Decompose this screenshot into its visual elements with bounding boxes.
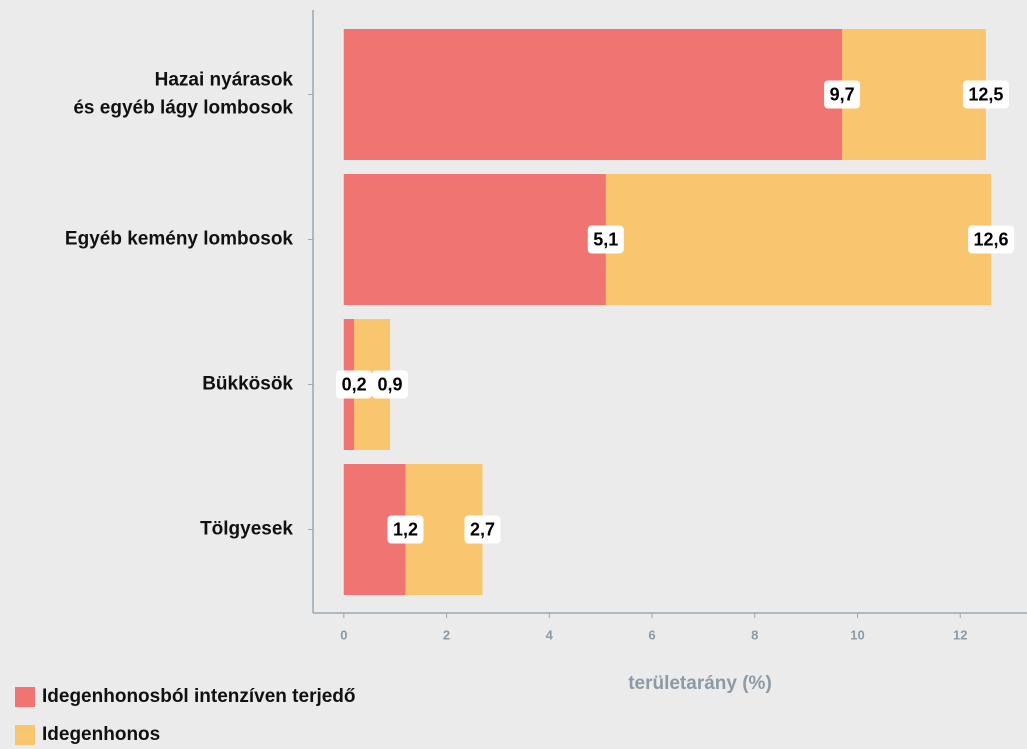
x-tick-label: 10: [850, 627, 864, 642]
value-label-box: [336, 370, 373, 399]
x-tick-label: 4: [546, 627, 554, 642]
value-label: 0,2: [342, 374, 367, 394]
value-label-box: [968, 225, 1015, 254]
value-label: 12,5: [968, 84, 1003, 104]
legend-label: Idegenhonosból intenzíven terjedő: [42, 686, 356, 707]
x-axis-title: területarány (%): [628, 673, 772, 694]
value-label: 12,6: [974, 229, 1009, 249]
value-label-box: [824, 80, 861, 109]
value-label-box: [387, 515, 424, 544]
bar: [343, 174, 606, 305]
y-tick-label: Egyéb kemény lombosok: [65, 229, 294, 250]
legend-swatch: [15, 687, 35, 707]
value-label-box: [962, 80, 1009, 109]
value-label: 5,1: [593, 229, 618, 249]
x-tick-label: 8: [751, 627, 758, 642]
value-label: 1,2: [393, 519, 418, 539]
value-label-box: [372, 370, 409, 399]
y-tick-label: Tölgyesek: [200, 519, 293, 540]
x-tick-label: 0: [340, 627, 347, 642]
y-tick-label: Hazai nyárasok és egyéb lágy lombosok: [73, 70, 293, 119]
bar: [343, 29, 843, 160]
value-label: 2,7: [470, 519, 495, 539]
x-tick-label: 6: [648, 627, 655, 642]
x-tick-label: 12: [953, 627, 967, 642]
legend-swatch: [15, 725, 35, 745]
value-label: 9,7: [830, 84, 855, 104]
y-tick-label: Bükkösök: [202, 374, 293, 395]
value-label: 0,9: [378, 374, 403, 394]
value-label-box: [464, 515, 501, 544]
legend-label: Idegenhonos: [42, 724, 160, 745]
x-tick-label: 2: [443, 627, 450, 642]
value-label-box: [587, 225, 624, 254]
